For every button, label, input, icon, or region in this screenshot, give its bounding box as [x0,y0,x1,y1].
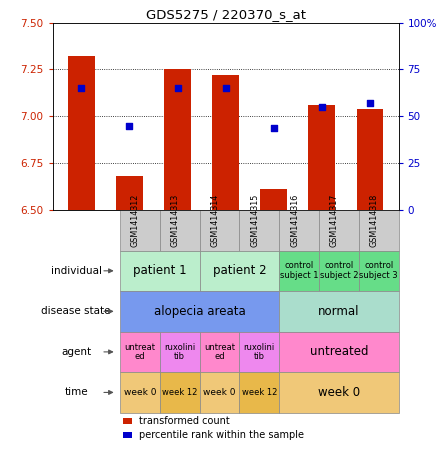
Point [222,85,229,92]
Bar [212,75,239,210]
Text: disease state: disease state [42,306,111,316]
Text: week 0: week 0 [124,388,156,397]
Text: GSM1414312: GSM1414312 [131,194,140,247]
Bar [279,210,319,251]
Bar [160,210,200,251]
Bar [308,105,335,210]
Text: week 12: week 12 [242,388,277,397]
Text: GSM1414314: GSM1414314 [211,194,219,247]
Text: patient 2: patient 2 [212,264,266,277]
Text: GSM1414318: GSM1414318 [370,194,379,247]
Bar [120,291,279,332]
Text: normal: normal [318,305,360,318]
Point [270,124,277,131]
Text: percentile rank within the sample: percentile rank within the sample [139,430,304,440]
Text: time: time [64,387,88,397]
Bar [116,176,143,210]
Text: untreat
ed: untreat ed [124,342,155,361]
Bar [200,251,279,291]
Bar [359,210,399,251]
Bar [120,372,160,413]
Bar [120,210,160,251]
Text: GSM1414313: GSM1414313 [171,194,180,247]
Point [318,103,325,111]
Bar [357,109,383,210]
Bar [124,418,132,424]
Text: ruxolini
tib: ruxolini tib [164,342,195,361]
Bar [164,69,191,210]
Bar [279,291,399,332]
Text: control
subject 2: control subject 2 [320,261,358,280]
Text: patient 1: patient 1 [133,264,187,277]
Bar [68,56,95,210]
Bar [200,372,240,413]
Text: individual: individual [51,266,102,276]
Bar [160,332,200,372]
Bar [124,432,132,438]
Bar [160,372,200,413]
Bar [240,332,279,372]
Bar [279,251,319,291]
Point [126,122,133,129]
Bar [279,332,399,372]
Text: GSM1414315: GSM1414315 [250,194,259,247]
Text: ruxolini
tib: ruxolini tib [244,342,275,361]
Text: transformed count: transformed count [139,416,230,426]
Bar [120,251,200,291]
Text: control
subject 1: control subject 1 [280,261,318,280]
Bar [240,210,279,251]
Bar [200,332,240,372]
Bar [200,210,240,251]
Text: GSM1414316: GSM1414316 [290,194,299,247]
Bar [279,372,399,413]
Bar [319,210,359,251]
Text: alopecia areata: alopecia areata [154,305,245,318]
Bar [261,189,287,210]
Text: agent: agent [61,347,91,357]
Point [174,85,181,92]
Text: control
subject 3: control subject 3 [359,261,398,280]
Text: untreated: untreated [310,345,368,358]
Bar [120,332,160,372]
Bar [359,251,399,291]
Point [78,85,85,92]
Bar [319,251,359,291]
Bar [240,372,279,413]
Text: week 0: week 0 [203,388,236,397]
Point [366,100,373,107]
Text: GSM1414317: GSM1414317 [330,194,339,247]
Text: week 12: week 12 [162,388,198,397]
Text: untreat
ed: untreat ed [204,342,235,361]
Title: GDS5275 / 220370_s_at: GDS5275 / 220370_s_at [145,9,306,21]
Text: week 0: week 0 [318,386,360,399]
